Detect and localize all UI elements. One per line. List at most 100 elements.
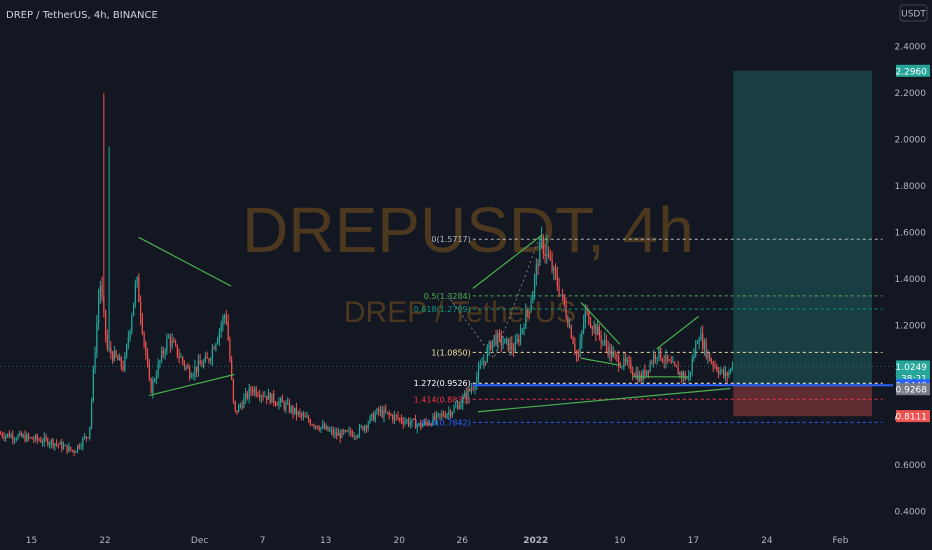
candle-body: [582, 322, 585, 332]
candle-body: [374, 413, 376, 421]
candle-body: [83, 436, 86, 439]
candle-body: [568, 325, 571, 327]
candle-body: [535, 263, 537, 277]
candle-body: [113, 350, 115, 361]
candle-body: [681, 372, 683, 378]
candle-body: [425, 421, 427, 423]
candle-body: [399, 418, 401, 420]
trend-line[interactable]: [580, 302, 621, 345]
price-label-text: 1.0249: [896, 363, 928, 373]
candle-body: [143, 332, 145, 343]
candle-body: [234, 401, 236, 411]
candle-body: [330, 430, 333, 431]
candle-body: [45, 436, 47, 439]
candle-body: [245, 392, 247, 399]
time-axis[interactable]: [0, 528, 893, 550]
candle-body: [257, 394, 259, 396]
candle-body: [66, 445, 68, 452]
trend-line[interactable]: [477, 387, 731, 413]
candle-body: [185, 366, 187, 368]
stop-zone[interactable]: [733, 385, 872, 417]
candle-body: [677, 367, 679, 376]
price-axis[interactable]: [893, 0, 932, 550]
candle-body: [117, 356, 119, 361]
candle-body: [577, 354, 579, 356]
candle-body: [397, 415, 399, 419]
candle-body: [593, 324, 595, 330]
candle-body: [358, 426, 361, 436]
candle-body: [507, 338, 509, 351]
candle-body: [537, 263, 539, 266]
candle-body: [161, 350, 163, 361]
trend-line[interactable]: [580, 357, 620, 366]
candle-body: [406, 420, 408, 422]
candle-body: [196, 366, 198, 372]
candle-body: [334, 432, 336, 435]
candle-body: [92, 369, 94, 401]
y-tick-label: 2.2000: [895, 89, 927, 99]
target-zone[interactable]: [733, 70, 872, 386]
candle-body: [353, 436, 355, 437]
candle-body: [386, 412, 389, 414]
candle-body: [290, 406, 292, 412]
candle-body: [343, 430, 345, 432]
candle-body: [103, 296, 105, 311]
candle-body: [276, 404, 278, 406]
price-label-text: 2.2960: [896, 67, 928, 77]
candle-body: [642, 370, 644, 381]
candle-body: [448, 411, 450, 415]
candle-body: [547, 253, 550, 258]
candle-body: [306, 417, 308, 419]
candle-body: [656, 357, 658, 359]
candle-body: [34, 435, 37, 440]
y-tick-label: 1.2000: [895, 322, 927, 332]
candle-body: [273, 393, 275, 403]
candle-body: [262, 395, 264, 397]
candle-body: [41, 442, 44, 444]
candle-body: [646, 370, 648, 377]
price-label-tag[interactable]: [896, 410, 930, 423]
candle-body: [519, 331, 522, 342]
candle-body: [518, 339, 520, 342]
candle-body: [483, 360, 485, 365]
candle-body: [150, 378, 152, 393]
candle-body: [404, 421, 406, 424]
trend-line[interactable]: [149, 373, 235, 397]
candle-body: [122, 365, 124, 370]
candle-body: [318, 428, 320, 430]
fib-level-label: 0.5(1.3284): [424, 292, 471, 301]
candle-body: [533, 276, 536, 293]
price-label-tag[interactable]: [896, 383, 930, 396]
trend-line[interactable]: [472, 234, 543, 289]
candle-body: [111, 353, 114, 361]
candle-body: [455, 406, 457, 408]
candle-body: [6, 433, 9, 436]
candle-body: [138, 277, 140, 303]
candle-body: [287, 402, 289, 404]
candle-body: [78, 445, 80, 448]
fib-swing-line[interactable]: [447, 239, 540, 360]
candle-body: [246, 392, 249, 399]
price-label-tag[interactable]: [896, 64, 930, 77]
trend-line[interactable]: [138, 236, 232, 287]
trend-line[interactable]: [656, 315, 700, 350]
candle-body: [325, 426, 327, 429]
candle-body: [208, 358, 210, 362]
candle-body: [474, 386, 476, 389]
candle-body: [432, 415, 434, 426]
candle-body: [526, 310, 529, 312]
candle-body: [82, 438, 84, 447]
candle-body: [463, 393, 466, 397]
currency-button[interactable]: USDT: [899, 4, 928, 22]
candle-body: [456, 405, 459, 407]
candle-body: [362, 426, 364, 431]
candle-body: [488, 342, 490, 349]
candle-body: [700, 333, 702, 341]
candle-body: [183, 361, 185, 367]
candle-body: [567, 317, 569, 327]
x-tick-label: 15: [26, 536, 37, 546]
candle-body: [726, 372, 728, 376]
candle-body: [591, 327, 593, 330]
candle-body: [17, 435, 19, 439]
